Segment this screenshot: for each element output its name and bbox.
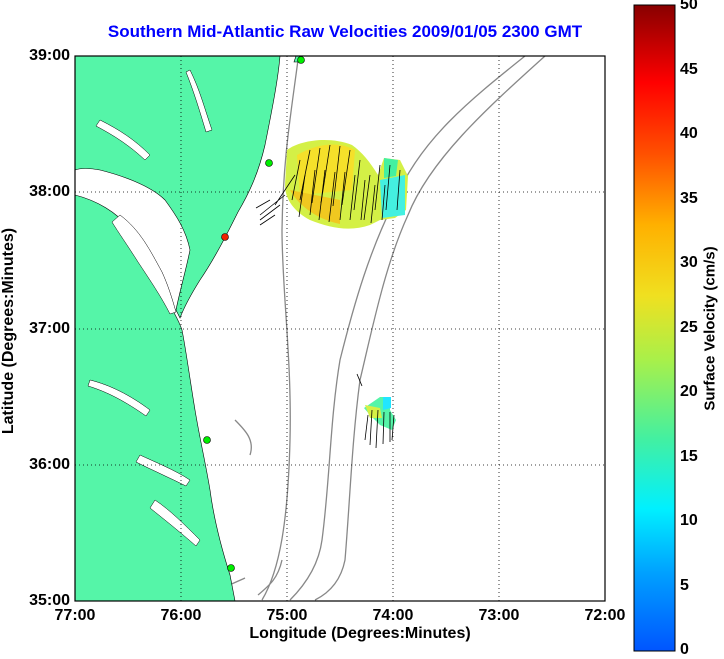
inlets — [87, 69, 213, 547]
y-tick-38: 38:00 — [29, 183, 70, 200]
x-tick-73: 73:00 — [478, 607, 520, 624]
x-tick-76: 76:00 — [160, 607, 202, 624]
x-tick-72: 72:00 — [584, 607, 626, 624]
velocity-vectors-north — [255, 144, 401, 226]
colorbar-tick: 20 — [680, 383, 698, 400]
bathymetry-contours — [204, 55, 546, 601]
colorbar-tick: 25 — [680, 319, 698, 336]
y-axis-label: Latitude (Degrees:Minutes) — [0, 227, 17, 435]
colorbar-tick: 15 — [680, 448, 698, 465]
map-title: Southern Mid-Atlantic Raw Velocities 200… — [107, 22, 583, 41]
colorbar-tick: 40 — [680, 125, 698, 142]
y-tick-39: 39:00 — [29, 47, 70, 64]
station-markers — [203, 56, 305, 572]
colorbar — [633, 4, 676, 652]
velocity-field-south — [364, 397, 396, 430]
land — [74, 55, 303, 602]
x-axis-label: Longitude (Degrees:Minutes) — [249, 625, 471, 642]
colorbar-tick: 30 — [680, 254, 698, 271]
colorbar-tick: 45 — [680, 61, 698, 78]
y-tick-37: 37:00 — [29, 320, 70, 337]
y-tick-36: 36:00 — [29, 456, 70, 473]
colorbar-tick: 10 — [680, 512, 698, 529]
y-tick-35: 35:00 — [29, 592, 70, 609]
colorbar-tick: 0 — [680, 641, 689, 658]
velocity-vectors-south — [356, 373, 395, 449]
x-tick-75: 75:00 — [266, 607, 308, 624]
colorbar-tick: 50 — [680, 0, 698, 13]
x-tick-74: 74:00 — [372, 607, 414, 624]
colorbar-tick: 35 — [680, 190, 698, 207]
x-tick-77: 77:00 — [54, 607, 96, 624]
colorbar-tick: 5 — [680, 577, 689, 594]
